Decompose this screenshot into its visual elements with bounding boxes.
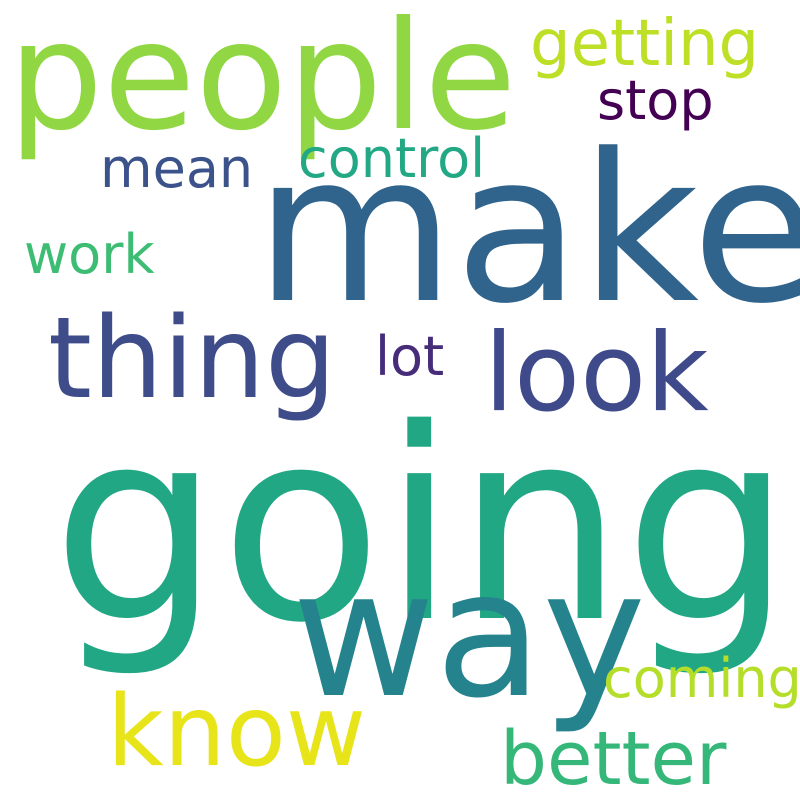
word-know: know bbox=[107, 675, 366, 789]
word-look: look bbox=[484, 311, 709, 436]
word-thing: thing bbox=[48, 294, 337, 424]
word-going: going bbox=[52, 373, 793, 681]
word-mean: mean bbox=[100, 137, 254, 200]
word-people: people bbox=[8, 0, 517, 164]
word-lot: lot bbox=[375, 325, 445, 388]
word-control: control bbox=[298, 127, 486, 190]
word-work: work bbox=[24, 223, 155, 286]
word-stop: stop bbox=[597, 69, 714, 132]
word-better: better bbox=[500, 716, 727, 800]
word-way: way bbox=[292, 534, 646, 737]
word-coming: coming bbox=[603, 647, 800, 710]
word-getting: getting bbox=[530, 7, 760, 81]
word-make: make bbox=[255, 111, 800, 349]
